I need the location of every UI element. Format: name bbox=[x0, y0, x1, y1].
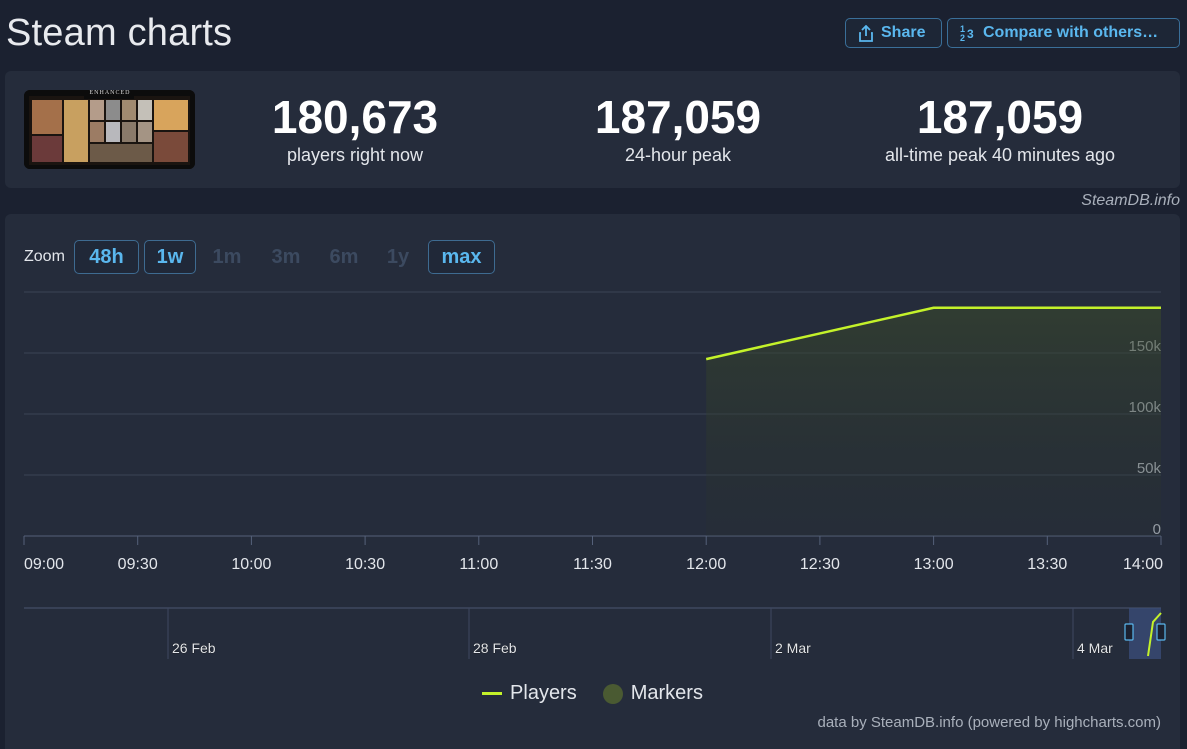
stats-panel: ENHANCED 180,673 players right now 187,0… bbox=[5, 71, 1180, 188]
x-tick-label: 10:30 bbox=[345, 556, 385, 573]
compare-button[interactable]: 1 2 3 Compare with others… bbox=[947, 18, 1180, 48]
navigator-date-label: 2 Mar bbox=[775, 640, 811, 656]
legend-label: Markers bbox=[630, 682, 703, 704]
x-tick-label: 13:00 bbox=[914, 556, 954, 573]
stat-label: 24-hour peak bbox=[624, 145, 732, 165]
navigator-left-handle[interactable] bbox=[1124, 623, 1134, 641]
navigator-right-handle[interactable] bbox=[1156, 623, 1166, 641]
player-count-chart[interactable]: 050k100k150k09:0009:3010:0010:3011:0011:… bbox=[5, 214, 1180, 674]
game-thumbnail[interactable]: ENHANCED bbox=[24, 90, 195, 169]
svg-text:1: 1 bbox=[960, 24, 965, 34]
markers-dot-swatch bbox=[602, 683, 623, 704]
stat-label: players right now bbox=[286, 145, 424, 165]
x-tick-label: 13:30 bbox=[1027, 556, 1067, 573]
x-tick-label: 14:00 bbox=[1123, 556, 1163, 573]
navigator-date-label: 26 Feb bbox=[172, 640, 216, 656]
game-banner-text: ENHANCED bbox=[89, 90, 131, 96]
page-title: Steam charts bbox=[6, 12, 233, 54]
share-label: Share bbox=[881, 24, 926, 41]
navigator-selection bbox=[1129, 608, 1161, 659]
stat-label: all-time peak 40 minutes ago bbox=[884, 145, 1116, 165]
zoom-6m-button[interactable]: 6m bbox=[329, 245, 359, 268]
stat-value: 180,673 bbox=[271, 91, 439, 143]
x-tick-label: 09:00 bbox=[24, 556, 64, 573]
x-tick-label: 12:00 bbox=[686, 556, 726, 573]
stat-players-now: 180,673 players right now bbox=[235, 91, 475, 166]
share-icon bbox=[858, 24, 874, 42]
compare-icon: 1 2 3 bbox=[960, 24, 976, 42]
x-tick-label: 11:00 bbox=[459, 556, 498, 573]
x-tick-label: 09:30 bbox=[118, 556, 158, 573]
zoom-label: Zoom bbox=[24, 248, 65, 265]
share-button[interactable]: Share bbox=[845, 18, 942, 48]
svg-text:2: 2 bbox=[960, 33, 965, 42]
steamdb-credit-link[interactable]: SteamDB.info bbox=[1081, 192, 1180, 209]
x-tick-label: 11:30 bbox=[573, 556, 612, 573]
chart-legend: Players Markers bbox=[5, 682, 1180, 705]
zoom-3m-button[interactable]: 3m bbox=[271, 245, 301, 268]
legend-item-players[interactable]: Players bbox=[482, 682, 577, 705]
zoom-1w-button[interactable]: 1w bbox=[144, 240, 196, 274]
zoom-48h-button[interactable]: 48h bbox=[74, 240, 139, 274]
legend-label: Players bbox=[510, 682, 577, 704]
players-series-line bbox=[705, 306, 1161, 361]
legend-item-markers[interactable]: Markers bbox=[602, 682, 703, 705]
x-tick-label: 12:30 bbox=[800, 556, 840, 573]
zoom-1y-button[interactable]: 1y bbox=[386, 245, 410, 268]
navigator-date-label: 28 Feb bbox=[473, 640, 517, 656]
navigator-date-label: 4 Mar bbox=[1077, 640, 1113, 656]
chart-panel: Zoom 48h 1w 1m 3m 6m 1y max 050k100k150k… bbox=[5, 214, 1180, 749]
players-area bbox=[706, 307, 1161, 536]
stat-value: 187,059 bbox=[916, 91, 1084, 143]
stat-value: 187,059 bbox=[594, 91, 762, 143]
players-line-swatch bbox=[482, 692, 503, 695]
stat-all-time-peak: 187,059 all-time peak 40 minutes ago bbox=[860, 91, 1140, 166]
svg-text:3: 3 bbox=[967, 27, 974, 41]
x-tick-label: 10:00 bbox=[231, 556, 271, 573]
zoom-max-button[interactable]: max bbox=[428, 240, 495, 274]
highcharts-credit[interactable]: data by SteamDB.info (powered by highcha… bbox=[817, 714, 1162, 731]
navigator-series-line bbox=[1147, 612, 1162, 657]
stat-24h-peak: 187,059 24-hour peak bbox=[558, 91, 798, 166]
compare-label: Compare with others… bbox=[983, 24, 1159, 41]
zoom-1m-button[interactable]: 1m bbox=[212, 245, 242, 268]
